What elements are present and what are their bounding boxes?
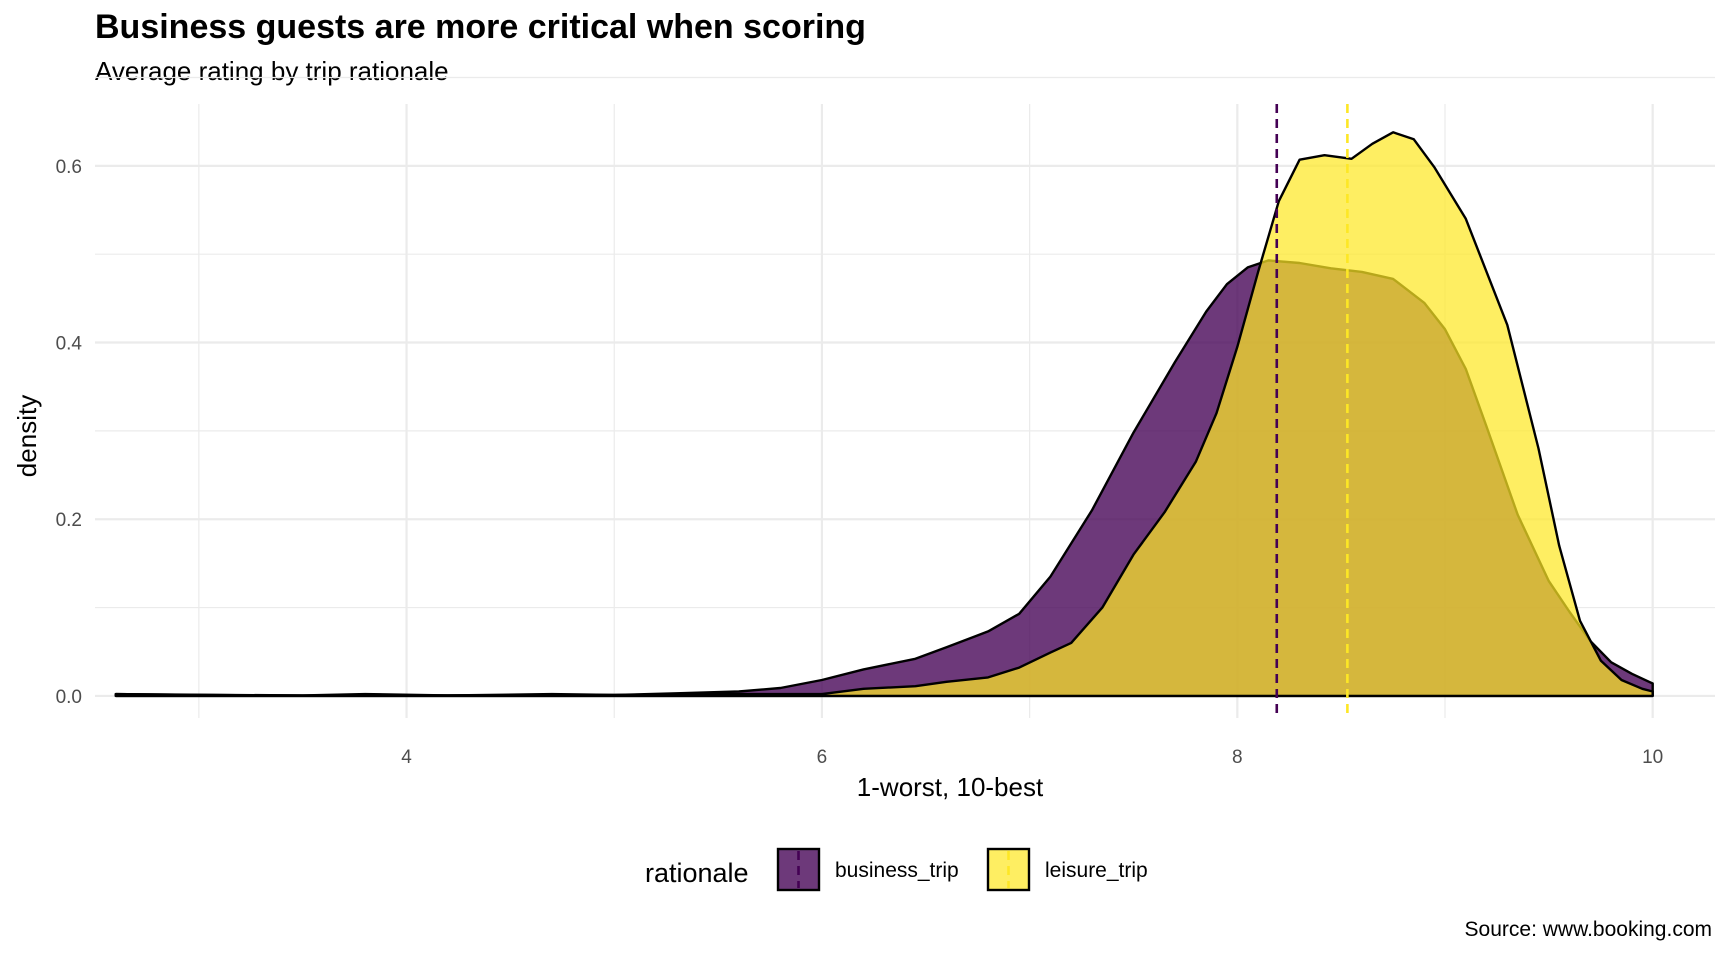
legend-label: business_trip — [835, 859, 959, 882]
chart-subtitle: Average rating by trip rationale — [95, 56, 449, 86]
legend: rationale business_trip leisure_trip — [645, 847, 1148, 892]
legend-title: rationale — [645, 858, 749, 888]
density-area-leisure-trip — [114, 131, 1654, 698]
x-tick-label: 8 — [1232, 747, 1243, 768]
legend-label: leisure_trip — [1045, 859, 1148, 882]
legend-item-business-trip: business_trip — [776, 847, 959, 892]
x-tick-label: 6 — [817, 747, 828, 768]
x-tick-label: 4 — [401, 747, 412, 768]
x-tick-label: 10 — [1642, 747, 1663, 768]
y-tick-label: 0.6 — [56, 157, 82, 178]
chart-caption: Source: www.booking.com — [1464, 918, 1712, 941]
y-axis-title: density — [12, 395, 42, 477]
y-tick-label: 0.0 — [56, 687, 82, 708]
axis-ticks: 4 6 8 10 0.0 0.2 0.4 0.6 — [56, 157, 1664, 768]
y-tick-label: 0.2 — [56, 510, 82, 531]
density-areas — [114, 131, 1654, 698]
legend-item-leisure-trip: leisure_trip — [986, 847, 1148, 892]
y-tick-label: 0.4 — [56, 334, 83, 355]
chart-title: Business guests are more critical when s… — [95, 8, 866, 46]
x-axis-title: 1-worst, 10-best — [857, 772, 1044, 802]
mean-lines — [1275, 104, 1349, 718]
